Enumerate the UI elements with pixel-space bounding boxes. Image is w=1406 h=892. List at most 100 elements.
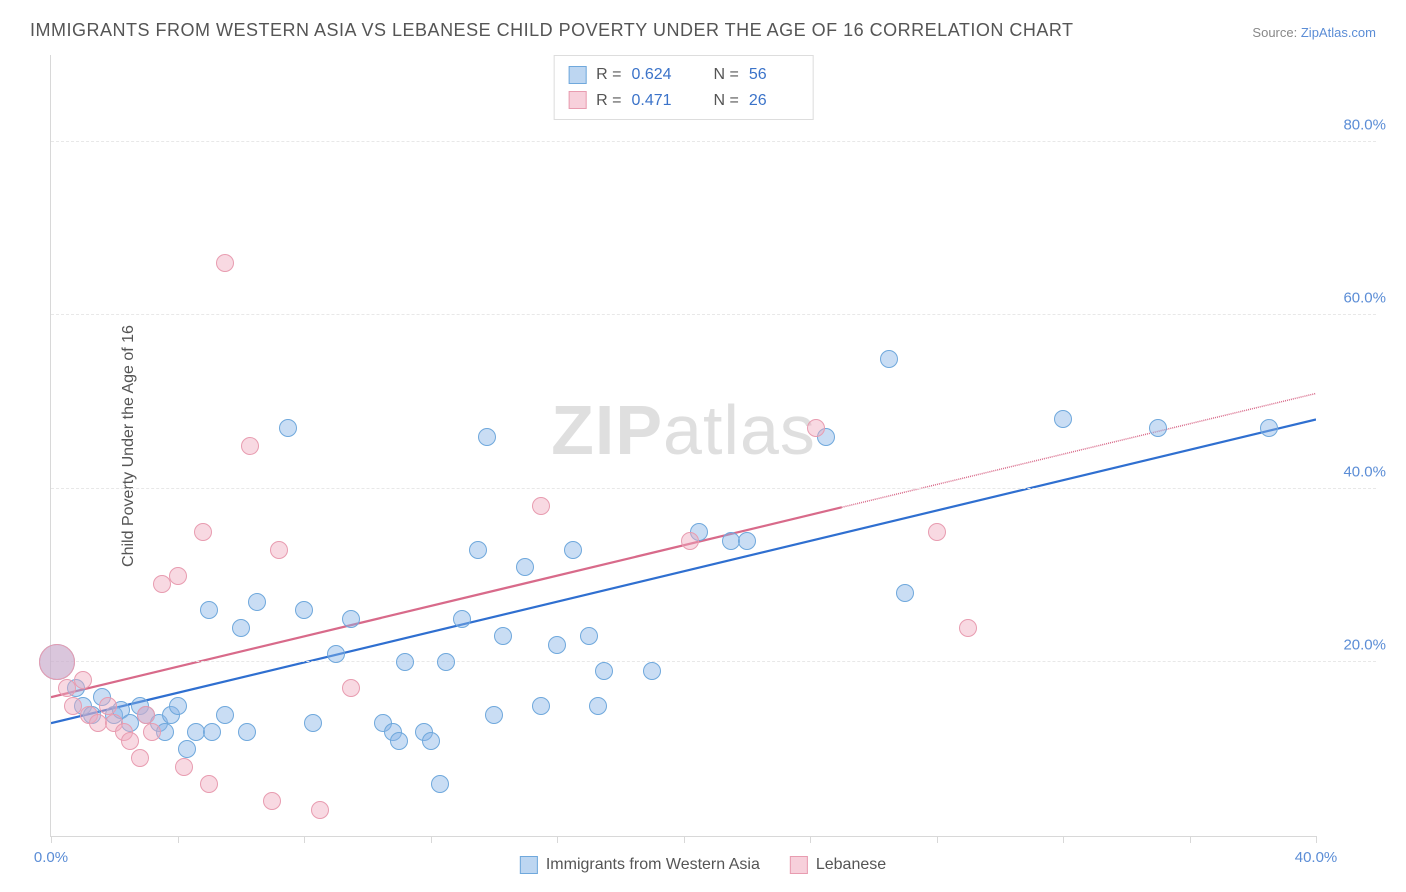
scatter-point — [203, 723, 221, 741]
r-value: 0.624 — [632, 62, 682, 88]
n-label: N = — [714, 88, 739, 114]
stats-row: R = 0.624 N = 56 — [568, 62, 799, 88]
scatter-point — [175, 758, 193, 776]
gridline-h — [51, 661, 1376, 662]
gridline-h — [51, 141, 1376, 142]
plot-area: ZIPatlas R =0.624N =56R =0.471N =26 20.0… — [50, 55, 1316, 837]
r-label: R = — [596, 88, 621, 114]
scatter-point — [241, 437, 259, 455]
legend: Immigrants from Western Asia Lebanese — [520, 856, 886, 874]
scatter-point — [143, 723, 161, 741]
stats-row: R = 0.471 N = 26 — [568, 88, 799, 114]
scatter-point — [295, 601, 313, 619]
x-tick — [684, 836, 685, 843]
scatter-point — [279, 419, 297, 437]
scatter-point — [437, 653, 455, 671]
scatter-point — [200, 775, 218, 793]
legend-swatch — [790, 856, 808, 874]
r-value: 0.471 — [632, 88, 682, 114]
scatter-point — [131, 749, 149, 767]
scatter-point — [738, 532, 756, 550]
scatter-point — [1260, 419, 1278, 437]
scatter-point — [270, 541, 288, 559]
gridline-h — [51, 488, 1376, 489]
x-tick-label: 0.0% — [34, 849, 68, 866]
scatter-point — [396, 653, 414, 671]
y-tick-label: 80.0% — [1343, 116, 1386, 133]
r-label: R = — [596, 62, 621, 88]
x-tick — [178, 836, 179, 843]
source-label: Source: — [1252, 25, 1297, 40]
scatter-point — [589, 697, 607, 715]
stats-box: R = 0.624 N = 56 R = 0.471 N = 26 — [553, 55, 814, 120]
watermark-rest: atlas — [663, 391, 816, 469]
legend-swatch — [520, 856, 538, 874]
scatter-point — [532, 697, 550, 715]
scatter-point — [880, 350, 898, 368]
scatter-point — [304, 714, 322, 732]
scatter-point — [431, 775, 449, 793]
scatter-point — [595, 662, 613, 680]
scatter-point — [1054, 410, 1072, 428]
legend-swatch — [568, 91, 586, 109]
scatter-point — [169, 567, 187, 585]
x-tick — [1316, 836, 1317, 843]
chart-title: IMMIGRANTS FROM WESTERN ASIA VS LEBANESE… — [30, 20, 1074, 41]
source-attribution: Source: ZipAtlas.com — [1252, 25, 1376, 40]
scatter-point — [532, 497, 550, 515]
scatter-point — [248, 593, 266, 611]
scatter-point — [422, 732, 440, 750]
scatter-point — [342, 679, 360, 697]
scatter-point — [807, 419, 825, 437]
legend-item: Lebanese — [790, 856, 886, 874]
scatter-point — [580, 627, 598, 645]
scatter-point — [137, 706, 155, 724]
scatter-point — [263, 792, 281, 810]
legend-label: Immigrants from Western Asia — [546, 856, 760, 874]
x-tick — [1063, 836, 1064, 843]
scatter-point — [194, 523, 212, 541]
n-value: 56 — [749, 62, 799, 88]
scatter-point — [485, 706, 503, 724]
scatter-point — [928, 523, 946, 541]
legend-label: Lebanese — [816, 856, 886, 874]
x-tick — [937, 836, 938, 843]
scatter-point — [121, 732, 139, 750]
scatter-point — [516, 558, 534, 576]
scatter-point — [327, 645, 345, 663]
scatter-point — [200, 601, 218, 619]
x-tick — [304, 836, 305, 843]
scatter-point — [548, 636, 566, 654]
x-tick-label: 40.0% — [1295, 849, 1338, 866]
n-value: 26 — [749, 88, 799, 114]
scatter-point — [896, 584, 914, 602]
scatter-point — [74, 671, 92, 689]
scatter-point — [1149, 419, 1167, 437]
watermark-bold: ZIP — [551, 391, 663, 469]
x-tick — [431, 836, 432, 843]
x-tick — [51, 836, 52, 843]
scatter-point — [469, 541, 487, 559]
legend-swatch — [568, 66, 586, 84]
legend-item: Immigrants from Western Asia — [520, 856, 760, 874]
gridline-h — [51, 314, 1376, 315]
y-tick-label: 20.0% — [1343, 637, 1386, 654]
source-link[interactable]: ZipAtlas.com — [1301, 25, 1376, 40]
scatter-point — [169, 697, 187, 715]
y-tick-label: 60.0% — [1343, 290, 1386, 307]
scatter-point — [216, 706, 234, 724]
scatter-point — [681, 532, 699, 550]
scatter-point — [39, 644, 75, 680]
x-tick — [810, 836, 811, 843]
scatter-point — [216, 254, 234, 272]
scatter-point — [342, 610, 360, 628]
scatter-point — [478, 428, 496, 446]
scatter-point — [959, 619, 977, 637]
scatter-point — [238, 723, 256, 741]
scatter-point — [232, 619, 250, 637]
scatter-point — [564, 541, 582, 559]
scatter-point — [643, 662, 661, 680]
n-label: N = — [714, 62, 739, 88]
x-tick — [557, 836, 558, 843]
scatter-point — [494, 627, 512, 645]
